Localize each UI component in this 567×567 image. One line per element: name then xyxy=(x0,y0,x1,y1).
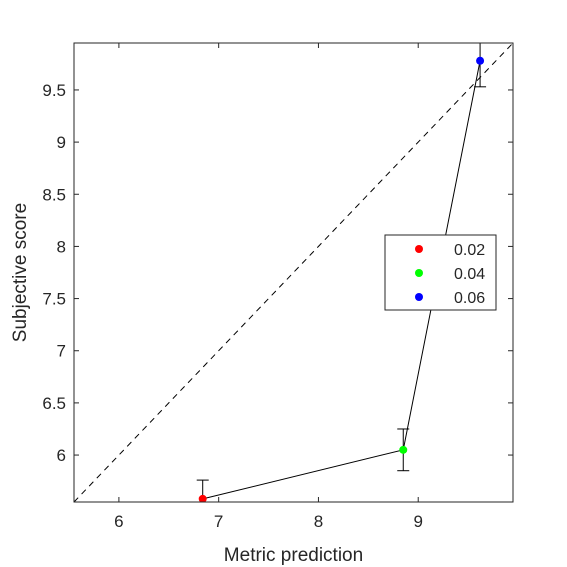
data-point-2 xyxy=(476,56,485,65)
data-point-1 xyxy=(399,445,408,454)
x-tick-label: 6 xyxy=(114,512,123,531)
data-point-0 xyxy=(198,494,207,502)
legend-box xyxy=(384,234,497,311)
axis-ticks: 6 7 8 9 6 6.5 7 7.5 8 8.5 9 9.5 xyxy=(42,43,513,531)
y-tick-label: 8 xyxy=(57,237,66,256)
axes-box xyxy=(73,42,514,503)
legend-marker-2 xyxy=(415,293,423,301)
legend-marker-0 xyxy=(415,245,423,253)
y-tick-label: 6.5 xyxy=(42,394,66,413)
legend-marker-1 xyxy=(415,269,423,277)
y-tick-label: 6 xyxy=(57,446,66,465)
plot-content xyxy=(74,43,513,502)
reference-line xyxy=(74,43,513,502)
x-tick-label: 7 xyxy=(214,512,223,531)
x-axis-label: Metric prediction xyxy=(224,545,363,566)
y-tick-label: 7.5 xyxy=(42,290,66,309)
x-tick-label: 9 xyxy=(413,512,422,531)
x-tick-label: 8 xyxy=(314,512,323,531)
y-tick-label: 8.5 xyxy=(42,185,66,204)
y-axis-label: Subjective score xyxy=(10,203,31,342)
legend-label-2: 0.06 xyxy=(454,290,485,307)
legend-label-0: 0.02 xyxy=(454,242,485,259)
y-tick-label: 9.5 xyxy=(42,81,66,100)
legend-label-1: 0.04 xyxy=(454,266,485,283)
y-tick-label: 7 xyxy=(57,342,66,361)
legend: 0.02 0.04 0.06 xyxy=(384,234,497,311)
y-tick-label: 9 xyxy=(57,133,66,152)
